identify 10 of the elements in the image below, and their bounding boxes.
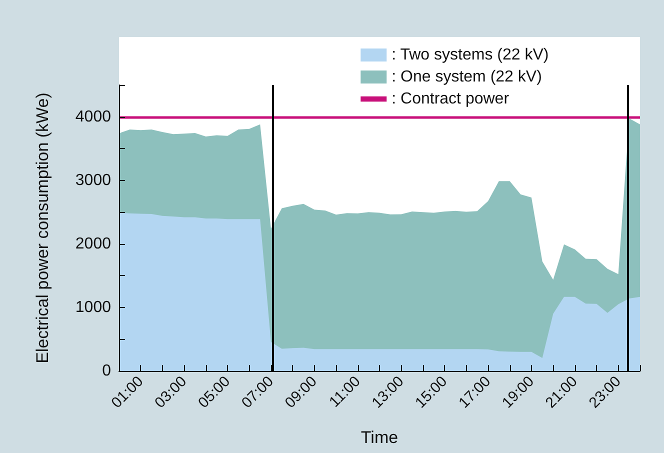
y-tick-label: 0	[102, 362, 112, 380]
y-tick-label: 3000	[75, 172, 112, 189]
y-axis-title: Electrical power consumption (kWe)	[33, 92, 52, 364]
legend-label: : One system (22 kV)	[392, 68, 542, 86]
y-tick-label: 2000	[75, 235, 112, 252]
legend-label: : Two systems (22 kV)	[392, 46, 549, 64]
y-tick-label: 4000	[75, 108, 112, 126]
x-axis-title: Time	[360, 428, 398, 447]
legend-label: : Contract power	[392, 90, 510, 108]
y-tick-label: 1000	[75, 298, 112, 316]
